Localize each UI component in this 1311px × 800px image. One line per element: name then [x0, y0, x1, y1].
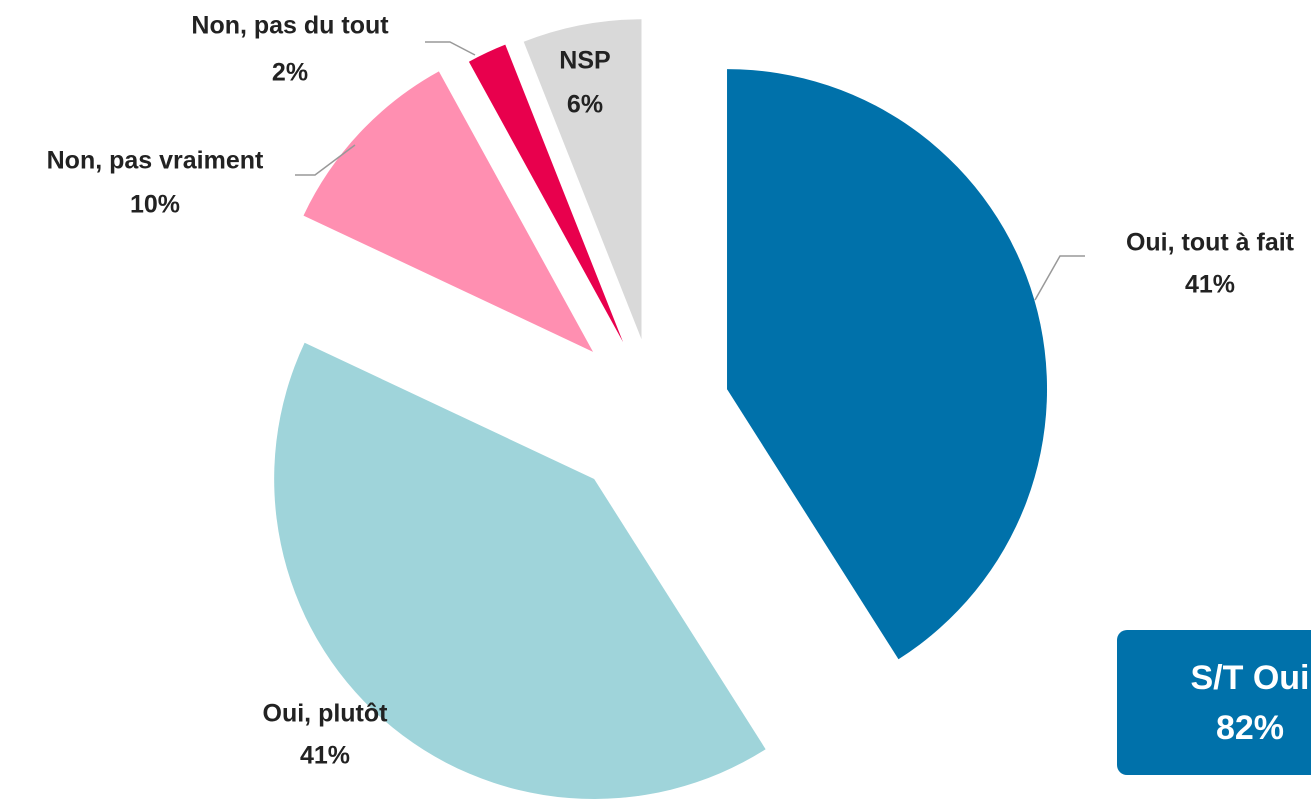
annotation-value: 82%: [1216, 709, 1284, 747]
annotation-box: [1117, 630, 1311, 775]
leader-line: [1034, 255, 1085, 301]
slice-value: 2%: [272, 59, 308, 87]
pie-slice: [727, 69, 1048, 660]
slice-label: Oui, plutôt: [263, 700, 389, 728]
leader-line: [295, 144, 356, 176]
pie-slice: [274, 342, 766, 800]
labels: Oui, tout à fait 41% Oui, plutôt 41% Non, pa…: [47, 12, 1295, 770]
slice-value: 6%: [567, 91, 603, 119]
pie-slice: [303, 71, 594, 352]
slice-value: 10%: [130, 191, 180, 219]
slice-value: 41%: [300, 742, 350, 770]
leader-line: [425, 41, 476, 56]
pie: [274, 19, 1048, 800]
pie-slice: [468, 44, 624, 343]
annotation-label: S/T Oui: [1191, 659, 1310, 697]
pie-slice: [523, 19, 642, 340]
slice-label: Oui, tout à fait: [1126, 229, 1295, 257]
slice-label: NSP: [559, 47, 610, 75]
slice-label: Non, pas du tout: [191, 12, 389, 40]
slice-label: Non, pas vraiment: [47, 147, 264, 175]
slice-value: 41%: [1185, 271, 1235, 299]
